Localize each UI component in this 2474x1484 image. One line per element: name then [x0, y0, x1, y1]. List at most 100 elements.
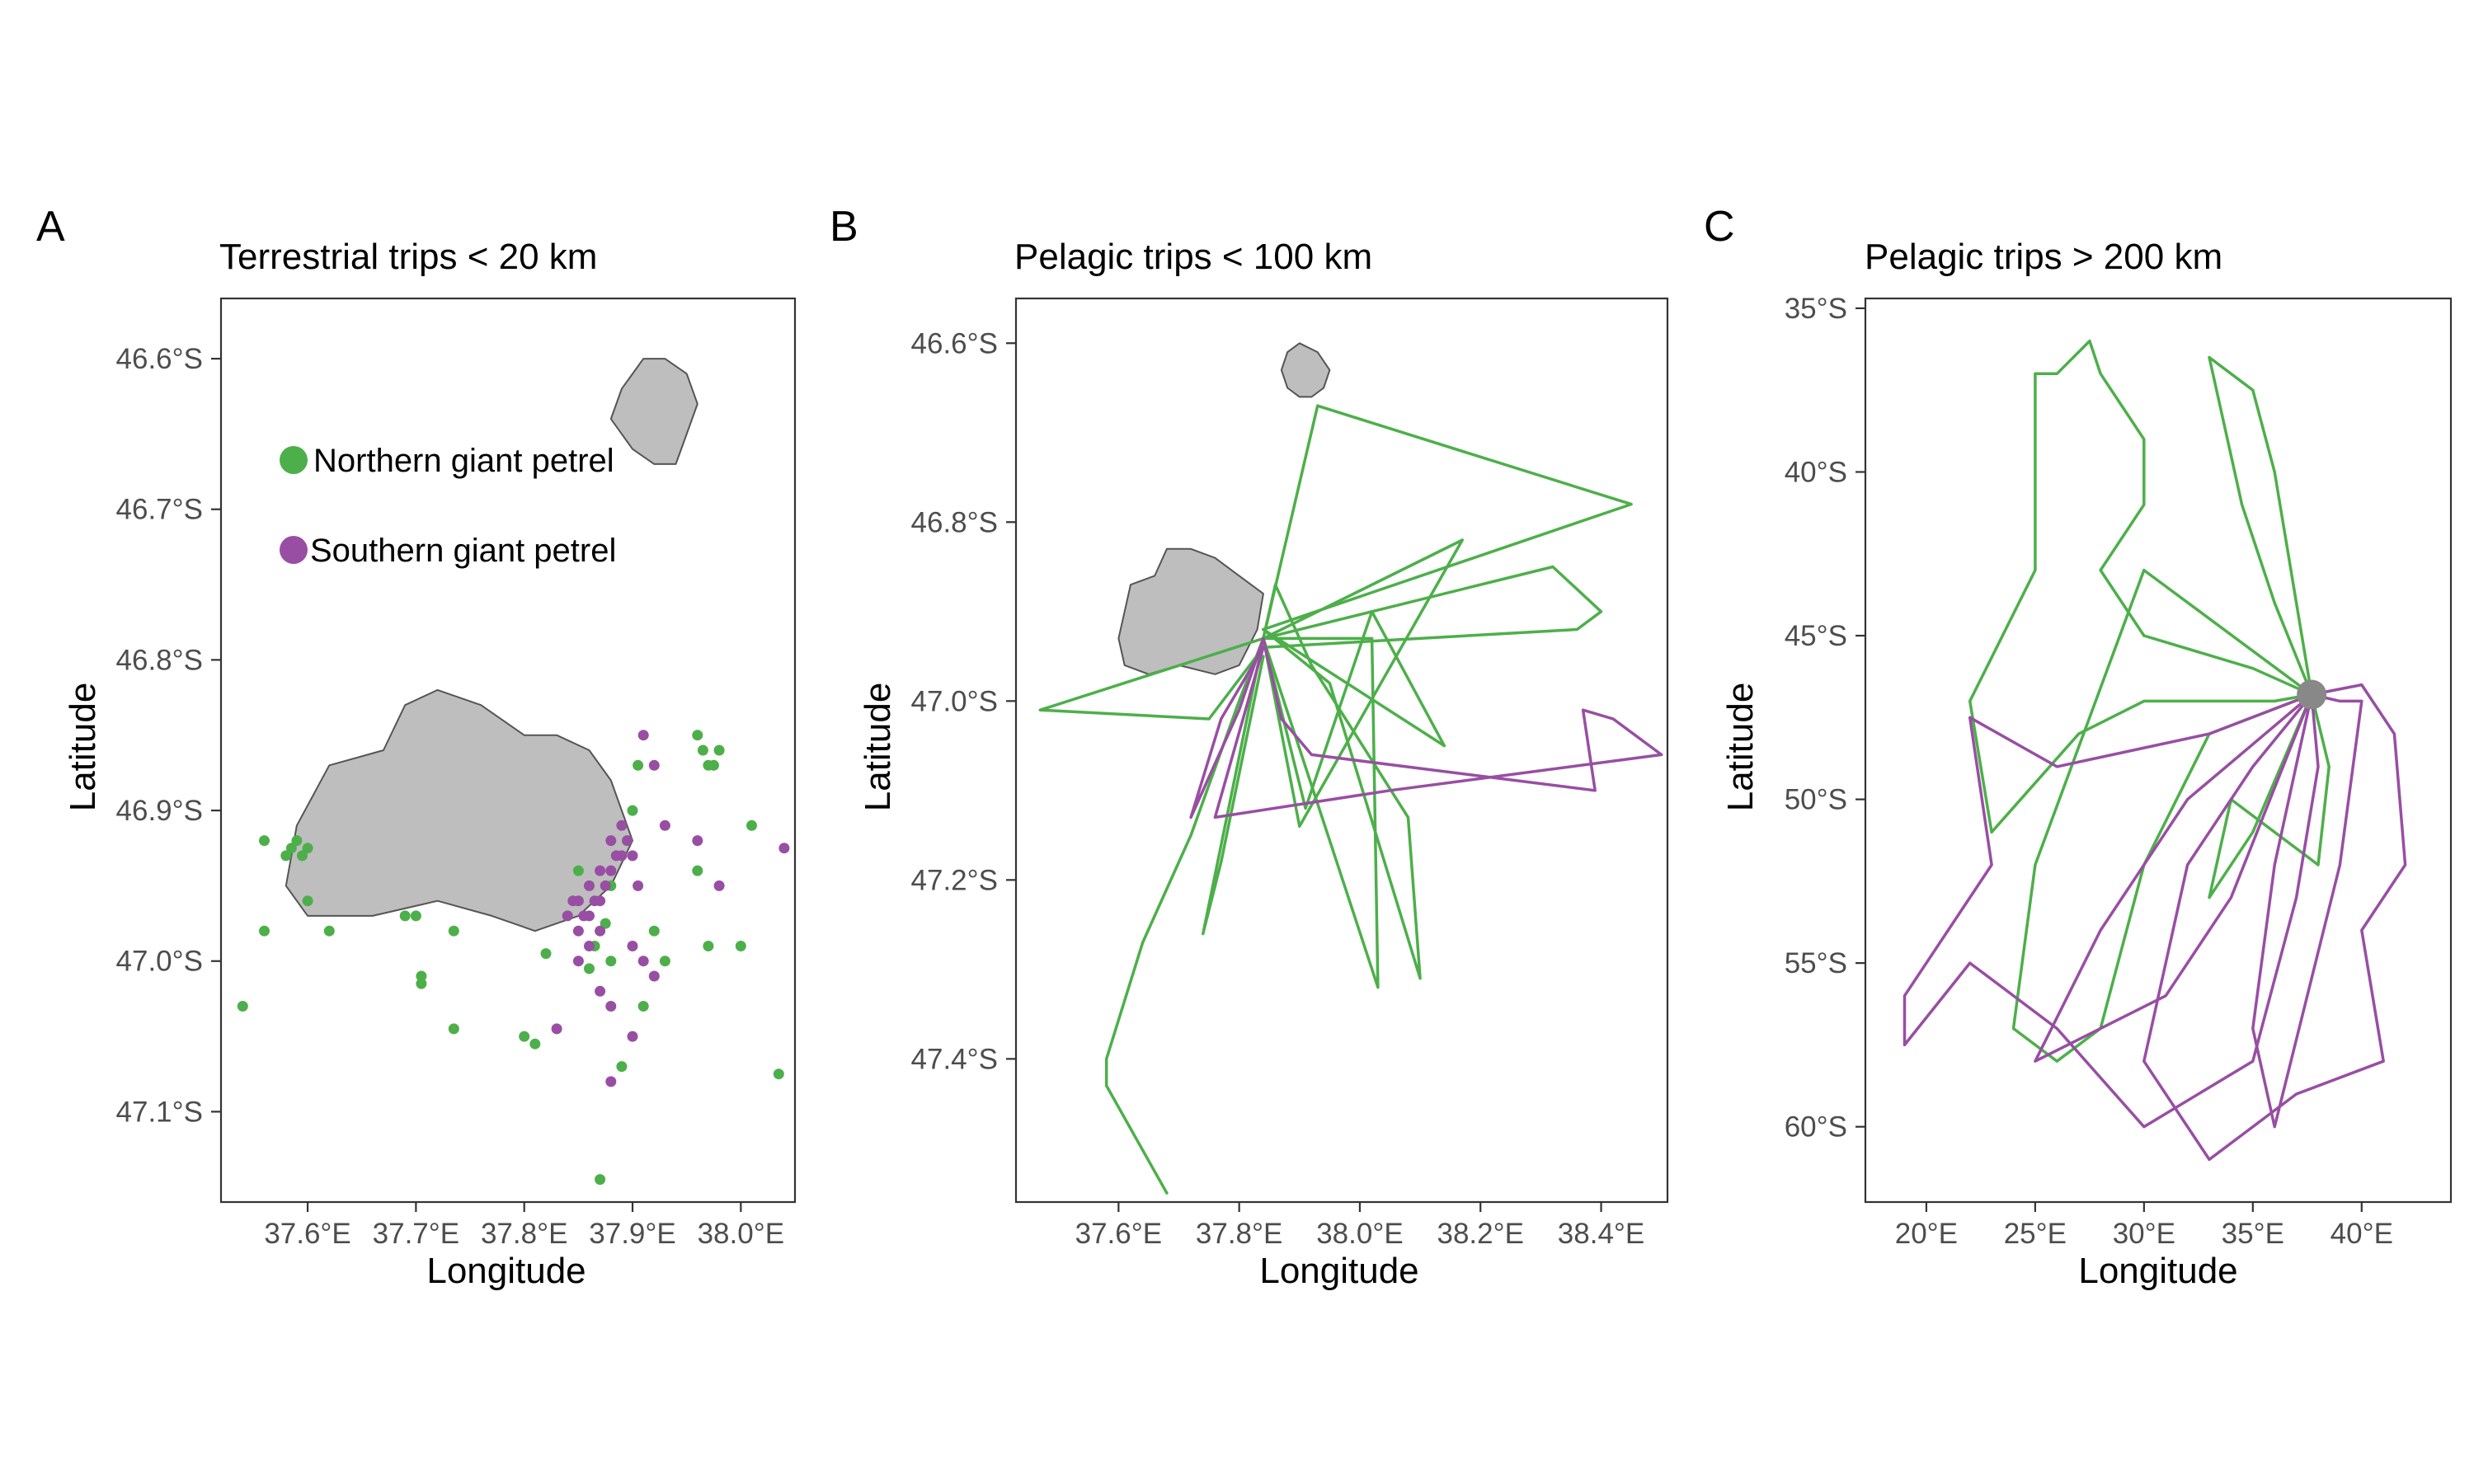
track-southern-giant-petrel — [2142, 683, 2407, 1162]
point-southern-giant-petrel — [595, 895, 606, 907]
panel-a-plot-area: 37.6°E 37.7°E 37.8°E 37.9°E 38.0°E 46.6°S 46.7… — [116, 297, 797, 1250]
x-tick-label: 38.4°E — [1558, 1218, 1644, 1250]
x-tick-label: 30°E — [2113, 1218, 2175, 1250]
point-northern-giant-petrel — [697, 744, 708, 756]
track-northern-giant-petrel — [1262, 565, 1603, 649]
point-southern-giant-petrel — [627, 1031, 638, 1042]
point-northern-giant-petrel — [302, 843, 313, 854]
point-southern-giant-petrel — [627, 850, 638, 862]
y-tick-label: 50°S — [1785, 784, 1847, 816]
panel-c-title: Pelagic trips > 200 km — [1865, 237, 2222, 277]
y-tick-label: 46.8°S — [116, 644, 203, 676]
panel-a: A Terrestrial trips < 20 km Longitude La… — [36, 203, 797, 1291]
point-southern-giant-petrel — [595, 985, 606, 997]
track-northern-giant-petrel — [1262, 636, 1380, 989]
track-northern-giant-petrel — [1104, 636, 1265, 1195]
point-northern-giant-petrel — [416, 978, 427, 989]
point-southern-giant-petrel — [605, 865, 617, 876]
track-northern-giant-petrel — [1262, 610, 1446, 810]
island-prince-edward-island — [1280, 342, 1331, 398]
point-northern-giant-petrel — [633, 759, 644, 771]
point-northern-giant-petrel — [259, 835, 270, 847]
panel-a-xlabel: Longitude — [426, 1251, 586, 1291]
y-tick-label: 47.1°S — [116, 1096, 203, 1128]
point-northern-giant-petrel — [627, 805, 638, 816]
x-tick-label: 37.9°E — [589, 1218, 675, 1250]
point-northern-giant-petrel — [637, 1001, 649, 1012]
point-northern-giant-petrel — [302, 895, 313, 907]
island-prince-edward-island — [609, 358, 698, 465]
panel-b: B Pelagic trips < 100 km Longitude Latit… — [830, 203, 1669, 1291]
panel-b-xlabel: Longitude — [1259, 1251, 1418, 1291]
x-tick-label: 38.2°E — [1437, 1218, 1524, 1250]
track-southern-giant-petrel — [1189, 636, 1265, 819]
panel-letter-a: A — [36, 203, 65, 251]
point-northern-giant-petrel — [572, 865, 584, 876]
point-southern-giant-petrel — [572, 925, 584, 937]
y-tick-label: 35°S — [1785, 293, 1847, 325]
panel-a-legend: Northern giant petrel Southern giant pet… — [280, 443, 616, 569]
panel-letter-b: B — [830, 203, 858, 251]
panel-c: C Pelagic trips > 200 km Longitude Latit… — [1704, 203, 2453, 1291]
point-southern-giant-petrel — [584, 910, 595, 922]
y-tick-label: 46.6°S — [116, 343, 203, 375]
point-southern-giant-petrel — [551, 1023, 562, 1035]
track-northern-giant-petrel — [1968, 339, 2313, 834]
point-southern-giant-petrel — [584, 880, 595, 891]
x-tick-label: 38.0°E — [1316, 1218, 1403, 1250]
point-southern-giant-petrel — [637, 956, 649, 967]
point-northern-giant-petrel — [448, 925, 459, 937]
panel-a-title: Terrestrial trips < 20 km — [219, 237, 597, 277]
point-northern-giant-petrel — [713, 744, 725, 756]
point-northern-giant-petrel — [600, 918, 611, 929]
legend-label-northern: Northern giant petrel — [313, 443, 614, 479]
point-northern-giant-petrel — [692, 865, 703, 876]
point-southern-giant-petrel — [616, 850, 628, 862]
point-southern-giant-petrel — [692, 835, 703, 847]
panel-c-ylabel: Latitude — [1720, 683, 1761, 812]
track-northern-giant-petrel — [1202, 636, 1265, 936]
x-tick-label: 38.0°E — [698, 1218, 784, 1250]
y-tick-label: 46.6°S — [911, 327, 998, 359]
y-tick-label: 47.2°S — [911, 864, 998, 896]
island-marion-island — [285, 688, 633, 932]
point-northern-giant-petrel — [692, 730, 703, 741]
panel-b-title: Pelagic trips < 100 km — [1014, 237, 1372, 277]
point-northern-giant-petrel — [399, 910, 411, 922]
point-southern-giant-petrel — [633, 880, 644, 891]
x-tick-label: 40°E — [2331, 1218, 2393, 1250]
panel-b-frame — [1014, 297, 1669, 1204]
panel-b-ylabel: Latitude — [858, 683, 898, 812]
point-northern-giant-petrel — [323, 925, 335, 937]
y-tick-label: 40°S — [1785, 456, 1847, 488]
point-northern-giant-petrel — [259, 925, 270, 937]
x-tick-label: 37.8°E — [481, 1218, 567, 1250]
panel-b-plot-area: 37.6°E 37.8°E 38.0°E 38.2°E 38.4°E 46.6°S 46.8… — [911, 297, 1669, 1250]
track-northern-giant-petrel — [2208, 355, 2313, 697]
point-southern-giant-petrel — [605, 1076, 617, 1087]
point-northern-giant-petrel — [595, 1174, 606, 1186]
point-northern-giant-petrel — [746, 819, 757, 831]
point-northern-giant-petrel — [735, 941, 746, 951]
point-southern-giant-petrel — [648, 970, 660, 982]
point-northern-giant-petrel — [297, 850, 308, 862]
track-southern-giant-petrel — [1213, 636, 1663, 819]
x-tick-label: 35°E — [2222, 1218, 2284, 1250]
y-tick-label: 47.0°S — [911, 685, 998, 717]
point-northern-giant-petrel — [291, 835, 303, 847]
point-northern-giant-petrel — [519, 1031, 530, 1042]
point-southern-giant-petrel — [572, 956, 584, 967]
point-southern-giant-petrel — [562, 910, 573, 922]
point-southern-giant-petrel — [713, 880, 725, 891]
point-southern-giant-petrel — [605, 835, 617, 847]
point-southern-giant-petrel — [637, 730, 649, 741]
legend-label-southern: Southern giant petrel — [310, 533, 616, 569]
point-northern-giant-petrel — [605, 956, 617, 967]
point-northern-giant-petrel — [703, 941, 714, 951]
y-tick-label: 55°S — [1785, 947, 1847, 979]
point-southern-giant-petrel — [622, 835, 633, 847]
point-southern-giant-petrel — [616, 819, 628, 831]
point-northern-giant-petrel — [237, 1001, 248, 1012]
point-northern-giant-petrel — [648, 925, 660, 937]
